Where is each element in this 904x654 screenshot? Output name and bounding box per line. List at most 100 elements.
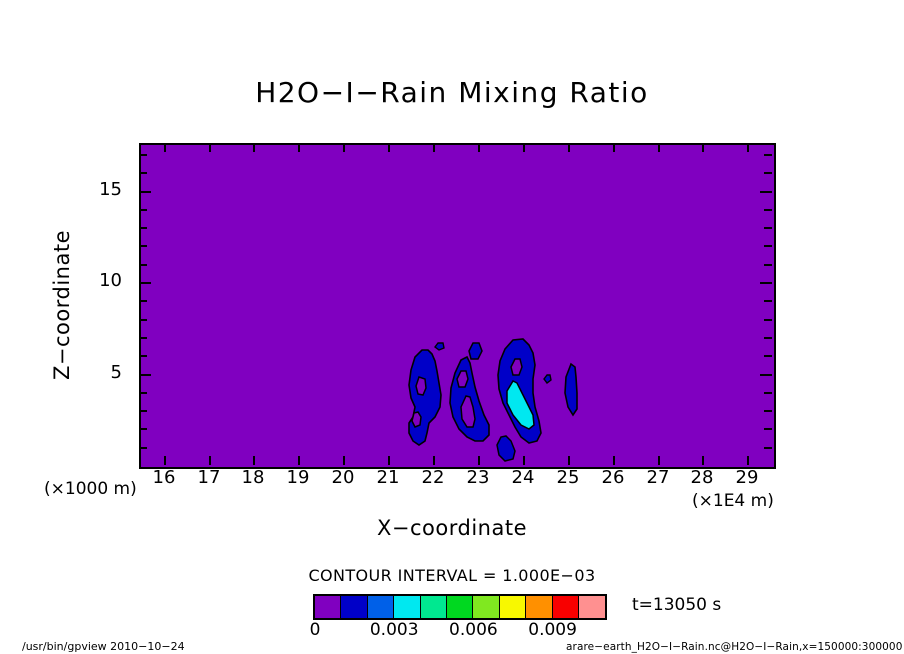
colorbar (313, 594, 608, 620)
x-axis-tick (478, 143, 480, 152)
z-axis-tick (139, 154, 147, 156)
x-axis-title: X−coordinate (377, 516, 527, 540)
z-axis-tick (139, 428, 147, 430)
colorbar-swatch-3 (394, 596, 421, 618)
colorbar-swatch-0 (315, 596, 342, 618)
x-tick-label: 28 (690, 467, 714, 488)
z-axis-tick (764, 355, 772, 357)
z-axis-tick (139, 300, 147, 302)
x-axis-tick (613, 456, 615, 465)
y-axis-title: Z−coordinate (50, 230, 74, 380)
x-axis-tick (253, 456, 255, 465)
z-axis-tick (139, 319, 147, 321)
x-tick-label: 21 (376, 467, 400, 488)
z-axis-tick (764, 392, 772, 394)
x-axis-tick (658, 456, 660, 465)
z-axis-tick (139, 447, 147, 449)
colorbar-swatch-7 (499, 596, 527, 618)
footer-dataset-label: arare−earth_H2O−I−Rain.nc@H2O−I−Rain,x=1… (566, 641, 903, 653)
z-axis-tick (764, 245, 772, 247)
x-axis-tick (658, 143, 660, 152)
x-axis-tick (164, 143, 166, 152)
z-axis-tick (764, 172, 772, 174)
x-axis-units: (×1E4 m) (692, 491, 774, 511)
z-axis-tick (139, 392, 147, 394)
x-axis-tick (568, 456, 570, 465)
colorbar-tick-label: 0.009 (528, 620, 577, 640)
z-axis-tick (139, 410, 147, 412)
z-axis-tick (764, 428, 772, 430)
z-tick-label: 15 (99, 179, 122, 200)
z-axis-tick (760, 282, 772, 284)
z-axis-tick (764, 300, 772, 302)
z-axis-tick (139, 264, 147, 266)
x-axis-tick (209, 456, 211, 465)
z-axis-tick (139, 245, 147, 247)
z-axis-tick (764, 227, 772, 229)
page-title: H2O−I−Rain Mixing Ratio (255, 76, 649, 109)
x-tick-label: 22 (421, 467, 445, 488)
colorbar-swatch-1 (341, 596, 368, 618)
colorbar-swatch-8 (526, 596, 553, 618)
z-axis-tick (764, 319, 772, 321)
x-axis-tick (209, 143, 211, 152)
rain-streak-center (434, 342, 490, 442)
x-tick-label: 20 (331, 467, 355, 488)
z-axis-tick (764, 410, 772, 412)
z-axis-tick (139, 209, 147, 211)
x-tick-label: 25 (556, 467, 580, 488)
x-tick-label: 19 (286, 467, 310, 488)
x-axis-tick (298, 456, 300, 465)
contour-field (141, 145, 774, 467)
z-axis-tick (764, 209, 772, 211)
x-axis-tick (298, 143, 300, 152)
x-axis-tick (568, 143, 570, 152)
z-axis-tick (760, 191, 772, 193)
x-axis-tick (702, 143, 704, 152)
x-axis-tick (523, 456, 525, 465)
time-label: t=13050 s (632, 595, 722, 615)
z-axis-tick (139, 191, 151, 193)
z-axis-tick (139, 282, 151, 284)
x-axis-tick (343, 456, 345, 465)
rain-streak-right (496, 338, 552, 462)
x-tick-label: 29 (735, 467, 759, 488)
x-axis-tick (523, 143, 525, 152)
x-tick-label: 17 (197, 467, 221, 488)
z-tick-label: 10 (99, 270, 122, 291)
colorbar-swatch-6 (473, 596, 500, 618)
x-tick-label: 16 (152, 467, 176, 488)
x-axis-tick (478, 456, 480, 465)
x-tick-label: 24 (511, 467, 535, 488)
z-axis-tick (760, 374, 772, 376)
x-axis-tick (702, 456, 704, 465)
footer-command-label: /usr/bin/gpview 2010−10−24 (22, 640, 185, 653)
z-axis-tick (764, 447, 772, 449)
z-axis-tick (139, 337, 147, 339)
x-tick-label: 26 (601, 467, 625, 488)
contour-plot-canvas (139, 143, 776, 469)
z-axis-tick (764, 264, 772, 266)
x-axis-tick (747, 143, 749, 152)
x-tick-label: 23 (466, 467, 490, 488)
z-axis-tick (764, 154, 772, 156)
z-axis-tick (139, 355, 147, 357)
colorbar-swatch-4 (420, 596, 447, 618)
z-axis-tick (764, 337, 772, 339)
x-axis-tick (164, 456, 166, 465)
x-axis-tick (253, 143, 255, 152)
colorbar-tick-label: 0 (309, 620, 321, 640)
rain-sliver-far-right (564, 362, 578, 417)
colorbar-swatch-9 (552, 596, 579, 618)
rain-streak-left (408, 349, 442, 446)
z-tick-label: 5 (110, 362, 122, 383)
x-axis-tick (388, 456, 390, 465)
colorbar-swatch-5 (446, 596, 474, 618)
x-axis-tick (613, 143, 615, 152)
colorbar-swatch-10 (578, 596, 606, 618)
contour-interval-label: CONTOUR INTERVAL = 1.000E−03 (308, 566, 596, 585)
x-axis-tick (343, 143, 345, 152)
x-axis-tick (433, 143, 435, 152)
colorbar-tick-label: 0.006 (449, 620, 498, 640)
z-axis-tick (139, 172, 147, 174)
